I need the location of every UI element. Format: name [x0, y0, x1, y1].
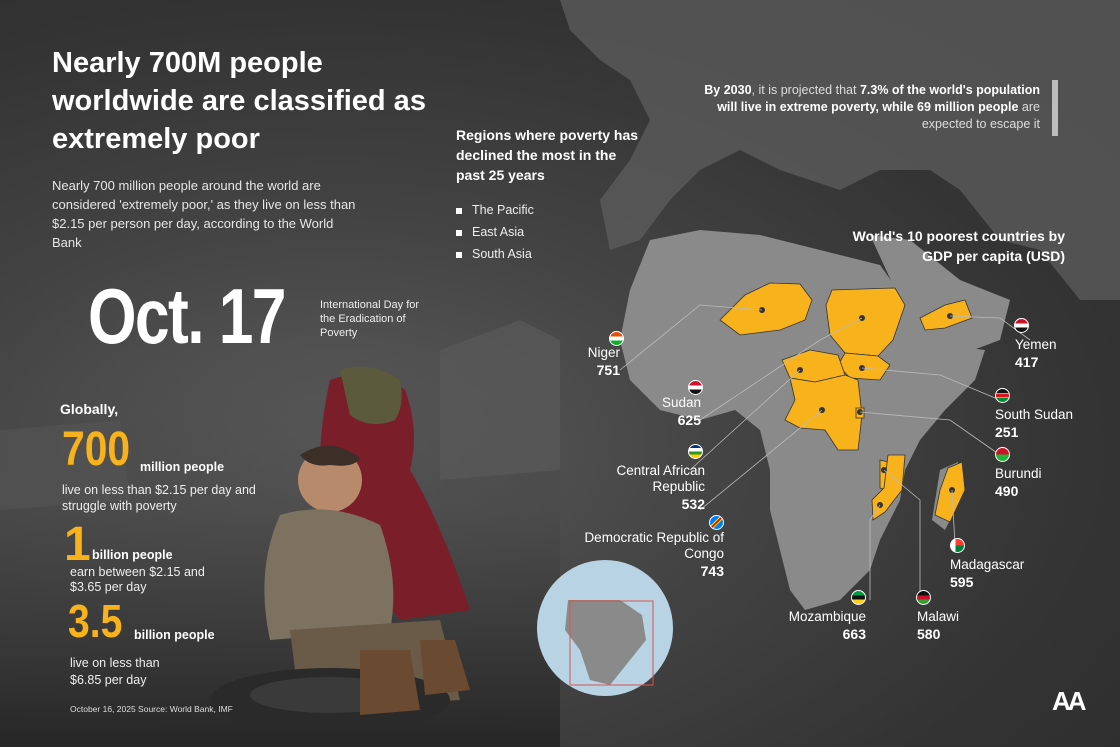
- globally-label: Globally,: [60, 401, 119, 417]
- region-item: South Asia: [456, 246, 534, 268]
- stat-35-label: billion people: [134, 628, 215, 642]
- burundi-flag-icon: [995, 447, 1010, 462]
- regions-heading: Regions where poverty has declined the m…: [456, 127, 639, 183]
- south-sudan-flag-icon: [995, 388, 1010, 403]
- malawi-flag-icon: [916, 590, 931, 605]
- arabia-land: [870, 235, 1010, 355]
- sudan-flag-icon: [688, 380, 703, 395]
- mozambique-flag-icon: [851, 590, 866, 605]
- intro-text: Nearly 700 million people around the wor…: [52, 178, 356, 250]
- country-mozambique: Mozambique 663: [788, 609, 866, 642]
- children-photo: [0, 320, 560, 747]
- region-item: East Asia: [456, 224, 534, 246]
- projection-bar: [1052, 80, 1058, 136]
- country-malawi: Malawi 580: [917, 609, 960, 642]
- regions-list: The Pacific East Asia South Asia: [456, 202, 534, 268]
- bullet-icon: [456, 229, 462, 236]
- stat-700-label: million people: [140, 460, 225, 474]
- niger-shape: [719, 282, 813, 336]
- country-sudan: Sudan 625: [661, 395, 701, 428]
- stat-1-desc: earn between $2.15 and $3.65 per day: [70, 565, 205, 594]
- stat-1-value: 1: [64, 518, 91, 571]
- car-flag-icon: [688, 444, 703, 459]
- country-burundi: Burundi 490: [995, 466, 1042, 499]
- country-car: Central African Republic 532: [616, 463, 705, 512]
- bullet-icon: [456, 207, 462, 214]
- stat-35-desc: live on less than $6.85 per day: [70, 656, 160, 687]
- stat-1-label: billion people: [92, 548, 173, 562]
- stat-700-desc: live on less than $2.15 per day and stru…: [62, 483, 256, 513]
- projection-text: By 2030, it is projected that 7.3% of th…: [704, 83, 1040, 131]
- source-note: October 16, 2025 Source: World Bank, IMF: [70, 704, 233, 714]
- stat-35-value: 3.5: [68, 595, 123, 647]
- yemen-shape: [919, 299, 973, 331]
- bullet-icon: [456, 251, 462, 258]
- country-madagascar: Madagascar 595: [950, 557, 1025, 590]
- yemen-flag-icon: [1014, 318, 1029, 333]
- country-niger: Niger 751: [587, 345, 620, 378]
- locator-globe: [537, 560, 673, 696]
- region-item: The Pacific: [456, 202, 534, 224]
- date-caption: International Day for the Eradication of…: [320, 299, 420, 339]
- europe-asia-land: [560, 0, 1120, 300]
- madagascar-flag-icon: [950, 538, 965, 553]
- map-title: World's 10 poorest countries by GDP per …: [852, 228, 1065, 264]
- country-drc: Democratic Republic of Congo 743: [584, 530, 724, 579]
- country-yemen: Yemen 417: [1015, 337, 1057, 370]
- page-title: Nearly 700M people worldwide are classif…: [52, 47, 426, 155]
- drc-flag-icon: [709, 515, 724, 530]
- stat-700-value: 700: [62, 423, 131, 476]
- country-south-sudan: South Sudan 251: [995, 407, 1074, 440]
- big-date: Oct. 17: [88, 272, 287, 360]
- niger-flag-icon: [609, 331, 624, 346]
- aa-logo: AA: [1052, 686, 1087, 716]
